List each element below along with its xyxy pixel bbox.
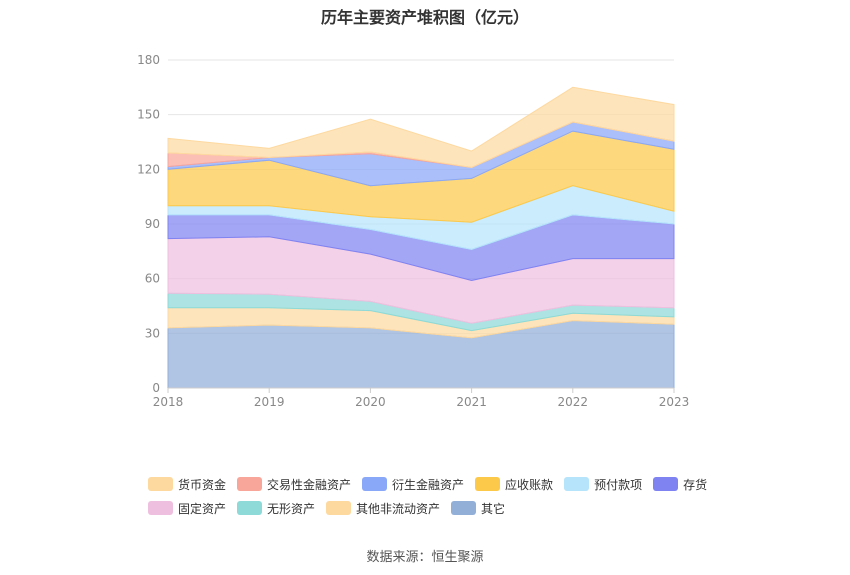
legend-swatch [653, 477, 679, 491]
legend-label: 应收账款 [505, 477, 554, 492]
legend-label: 预付款项 [594, 477, 643, 492]
legend-item[interactable]: 无形资产 [237, 500, 315, 517]
legend-item[interactable]: 货币资金 [148, 476, 226, 493]
legend-swatch [362, 477, 388, 491]
legend-item[interactable]: 应收账款 [475, 476, 553, 493]
x-tick-label: 2023 [659, 395, 690, 409]
legend-label: 存货 [683, 477, 708, 492]
y-tick-label: 30 [145, 326, 160, 340]
legend-label: 无形资产 [267, 501, 316, 516]
legend-swatch [451, 501, 477, 515]
data-source: 数据来源：恒生聚源 [366, 550, 484, 565]
legend-item[interactable]: 预付款项 [564, 476, 642, 493]
y-tick-label: 90 [145, 217, 160, 231]
x-axis-labels: 2018 2019 2020 2021 2022 2023 [153, 395, 690, 409]
y-tick-label: 0 [152, 381, 160, 395]
legend: 货币资金 交易性金融资产 衍生金融资产 应收账款 预付款项 存货固定资产 无形资产 其他非流动… [148, 472, 748, 520]
area-series [167, 86, 675, 389]
x-tick-label: 2018 [153, 395, 184, 409]
legend-row: 固定资产 无形资产 其他非流动资产 其它 [148, 496, 748, 520]
legend-swatch [148, 477, 173, 491]
y-tick-label: 180 [137, 53, 160, 67]
legend-item[interactable]: 其他非流动资产 [326, 500, 440, 517]
legend-label: 固定资产 [178, 501, 227, 516]
legend-swatch [326, 501, 352, 515]
chart-title: 历年主要资产堆积图（亿元） [320, 8, 529, 27]
legend-item[interactable]: 衍生金融资产 [362, 476, 464, 493]
x-tick-label: 2022 [558, 395, 589, 409]
y-tick-label: 120 [137, 162, 160, 176]
legend-swatch [148, 501, 173, 515]
legend-swatch [237, 501, 263, 515]
legend-swatch [237, 477, 263, 491]
x-tick-label: 2020 [355, 395, 386, 409]
legend-swatch [475, 477, 501, 491]
legend-item[interactable]: 交易性金融资产 [237, 476, 351, 493]
legend-row: 货币资金 交易性金融资产 衍生金融资产 应收账款 预付款项 存货 [148, 472, 748, 496]
legend-swatch [564, 477, 590, 491]
x-tick-label: 2021 [456, 395, 487, 409]
x-axis [167, 387, 675, 393]
legend-label: 交易性金融资产 [267, 477, 352, 492]
legend-label: 货币资金 [178, 477, 227, 492]
y-tick-label: 150 [137, 108, 160, 122]
legend-label: 衍生金融资产 [392, 477, 465, 492]
legend-label: 其它 [481, 501, 506, 516]
y-tick-label: 60 [145, 272, 160, 286]
area-货币资金 [167, 86, 675, 169]
legend-item[interactable]: 其它 [451, 500, 505, 517]
legend-item[interactable]: 固定资产 [148, 500, 226, 517]
legend-item[interactable]: 存货 [653, 476, 707, 493]
y-axis-labels: 0 30 60 90 120 150 180 [137, 53, 160, 395]
legend-label: 其他非流动资产 [356, 501, 441, 516]
x-tick-label: 2019 [254, 395, 285, 409]
